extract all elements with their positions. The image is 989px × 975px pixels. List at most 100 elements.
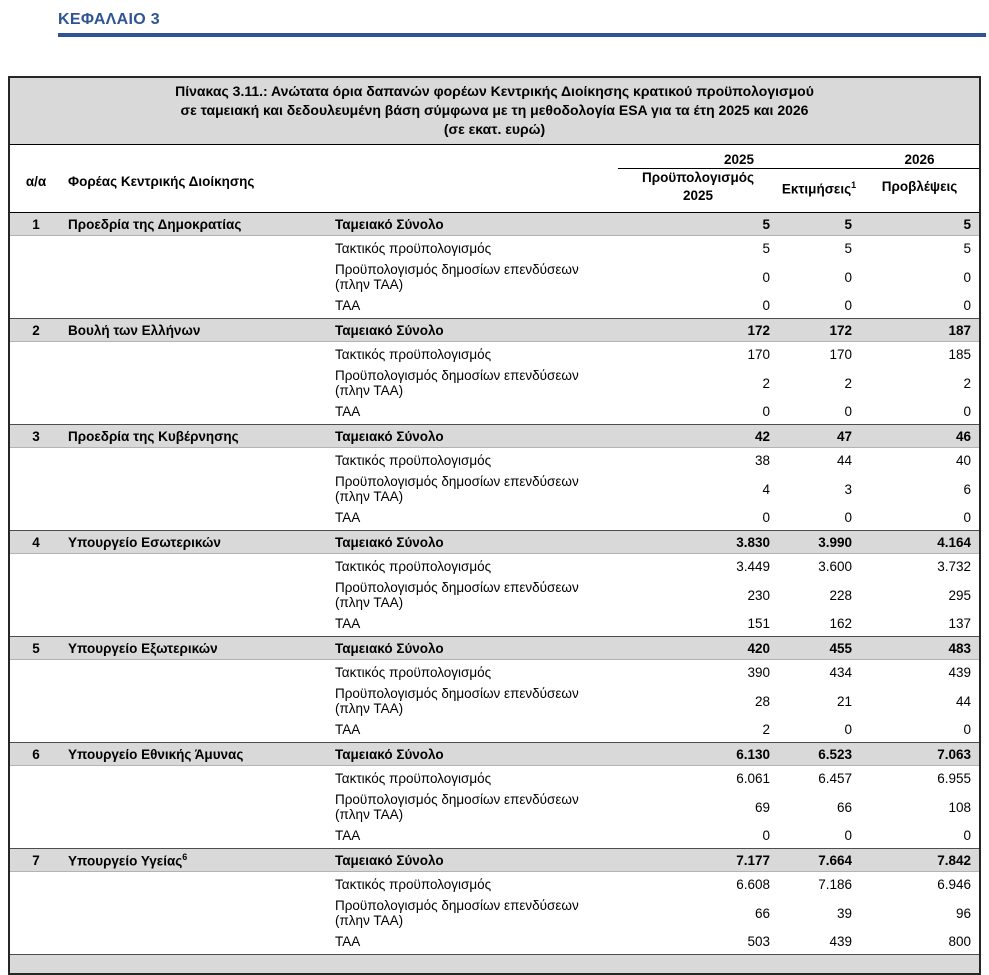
agency-number-cell [10, 929, 62, 955]
category-cell: Τακτικός προϋπολογισμός [335, 453, 492, 468]
agency-number-cell [10, 261, 62, 293]
agency-number-cell [10, 685, 62, 717]
agency-name-cell: Υπουργείο Εθνικής Άμυνας [62, 742, 330, 766]
agency-name-cell [62, 717, 330, 743]
category-cell: Ταμειακό Σύνολο [330, 848, 618, 872]
value-cell: 21 [836, 693, 853, 709]
value-cell: 66 [836, 799, 853, 815]
col-header-year-2026: 2026 [860, 145, 980, 169]
value-cell: 44 [836, 453, 853, 468]
value-cell: 6.608 [736, 877, 770, 892]
value-cell: 5 [618, 212, 778, 236]
agency-number-cell [10, 448, 62, 474]
agency-name-cell [62, 872, 330, 898]
table-row: ΤΑΑ 2 0 0 [10, 717, 979, 743]
category-cell: Προϋπολογισμός δημοσίων επενδύσεων (πλην… [335, 792, 579, 822]
value-cell: 7.177 [618, 848, 778, 872]
agency-number-cell: 1 [10, 212, 62, 236]
value-cell: 295 [948, 587, 972, 603]
col-header-category [330, 145, 618, 213]
value-cell: 420 [618, 636, 778, 660]
agency-name-cell [62, 473, 330, 505]
value-cell: 96 [955, 905, 972, 921]
agency-number-cell [10, 660, 62, 686]
category-cell: Τακτικός προϋπολογισμός [335, 559, 492, 574]
category-cell: ΤΑΑ [335, 934, 361, 949]
table-row: Τακτικός προϋπολογισμός 3.449 3.600 3.732 [10, 554, 979, 580]
agency-number-cell: 4 [10, 530, 62, 554]
agency-number-cell [10, 554, 62, 580]
value-cell: 5 [963, 241, 972, 256]
table-row: Τακτικός προϋπολογισμός 38 44 40 [10, 448, 979, 474]
value-cell: 439 [948, 665, 972, 680]
table-row: 3 Προεδρία της Κυβέρνησης Ταμειακό Σύνολο 4… [10, 424, 980, 448]
value-cell: 483 [860, 636, 980, 660]
category-cell: ΤΑΑ [335, 828, 361, 843]
value-cell: 0 [762, 828, 770, 843]
value-cell: 0 [963, 828, 972, 843]
agency-name-cell [62, 660, 330, 686]
value-cell: 28 [754, 693, 770, 709]
value-cell: 187 [860, 318, 980, 342]
value-cell: 151 [747, 616, 770, 631]
agency-name-cell: Υπουργείο Υγείας6 [62, 848, 330, 872]
value-cell: 44 [955, 693, 972, 709]
agency-name-cell [62, 505, 330, 531]
value-cell: 230 [747, 587, 770, 603]
value-cell: 0 [963, 404, 972, 419]
value-cell: 6.523 [778, 742, 861, 766]
value-cell: 40 [955, 453, 972, 468]
agency-name-cell: Προεδρία της Δημοκρατίας [62, 212, 330, 236]
agency-number-cell [10, 766, 62, 792]
agency-name-cell [62, 261, 330, 293]
value-cell: 5 [762, 241, 770, 256]
agency-name-cell [62, 579, 330, 611]
value-cell: 162 [829, 616, 853, 631]
value-cell: 39 [836, 905, 853, 921]
agency-number-cell [10, 505, 62, 531]
agency-name-cell: Υπουργείο Εξωτερικών [62, 636, 330, 660]
agency-number-cell [10, 897, 62, 929]
category-cell: ΤΑΑ [335, 510, 361, 525]
value-cell: 3 [844, 481, 853, 497]
agency-name-cell [62, 897, 330, 929]
value-cell: 228 [829, 587, 853, 603]
agency-name-cell: Προεδρία της Κυβέρνησης [62, 424, 330, 448]
chapter-heading: ΚΕΦΑΛΑΙΟ 3 [58, 11, 160, 28]
table-row: 5 Υπουργείο Εξωτερικών Ταμειακό Σύνολο 420 4… [10, 636, 980, 660]
value-cell: 434 [829, 665, 853, 680]
agency-number-cell [10, 399, 62, 425]
value-cell: 137 [948, 616, 972, 631]
value-cell: 69 [754, 799, 770, 815]
agency-name-cell [62, 823, 330, 849]
table: α/α Φορέας Κεντρικής Διοίκησης 2025 2026… [10, 145, 980, 973]
value-cell: 3.600 [818, 559, 853, 574]
col-header-projections: Προβλέψεις [860, 168, 980, 213]
value-cell: 4 [762, 481, 770, 497]
agency-number-cell: 2 [10, 318, 62, 342]
budget-table: Πίνακας 3.11.: Ανώτατα όρια δαπανών φορέ… [8, 76, 981, 975]
value-cell [618, 954, 778, 973]
agency-name-cell [62, 367, 330, 399]
estimates-label: Εκτιμήσεις [781, 181, 852, 197]
agency-number-cell [10, 342, 62, 368]
table-row: 6 Υπουργείο Εθνικής Άμυνας Ταμειακό Σύνολο… [10, 742, 980, 766]
value-cell: 0 [844, 298, 853, 313]
value-cell: 0 [844, 722, 853, 737]
value-cell: 0 [762, 269, 770, 285]
category-cell: Ταμειακό Σύνολο [330, 212, 618, 236]
agency-name-cell [62, 929, 330, 955]
value-cell: 2 [963, 375, 972, 391]
agency-name-cell [62, 685, 330, 717]
value-cell: 800 [948, 934, 972, 949]
category-cell: ΤΑΑ [335, 616, 361, 631]
category-cell: Ταμειακό Σύνολο [330, 742, 618, 766]
agency-name-cell: Βουλή των Ελλήνων [62, 318, 330, 342]
agency-number-cell [10, 954, 62, 973]
estimates-footnote-marker: 1 [851, 179, 857, 190]
value-cell: 0 [762, 298, 770, 313]
table-row: 1 Προεδρία της Δημοκρατίας Ταμειακό Σύνολο… [10, 212, 980, 236]
value-cell: 6.130 [618, 742, 778, 766]
table-row: Τακτικός προϋπολογισμός 6.608 7.186 6.946 [10, 872, 979, 898]
agency-name-cell [62, 554, 330, 580]
